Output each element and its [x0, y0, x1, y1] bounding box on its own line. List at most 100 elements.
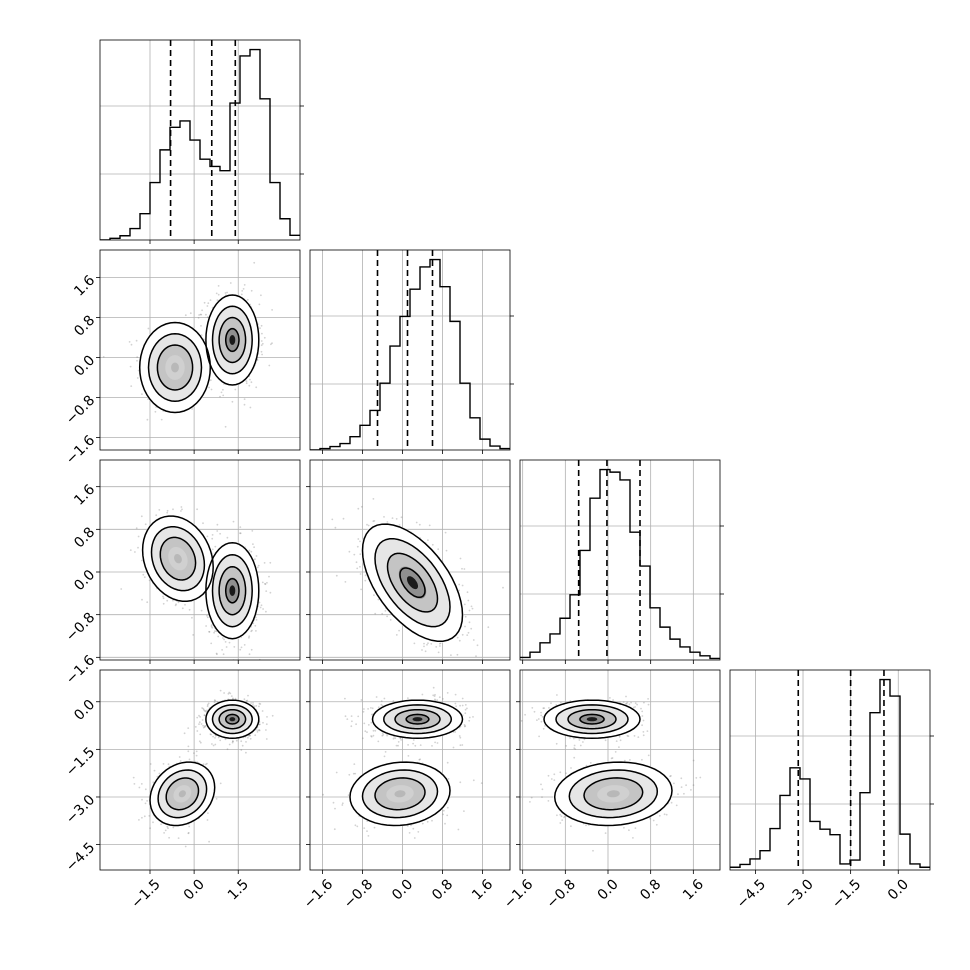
histogram-bin — [400, 316, 410, 450]
sample-point — [132, 776, 135, 779]
sample-point — [253, 261, 256, 264]
sample-point — [456, 636, 459, 639]
sample-point — [367, 708, 369, 710]
sample-point — [149, 827, 152, 830]
contour-line — [361, 523, 464, 642]
y-tick-label: 1.6 — [71, 272, 98, 299]
sample-point — [177, 601, 180, 604]
x-tick-label: −1.5 — [829, 876, 864, 911]
sample-point — [412, 742, 414, 745]
sample-point — [428, 524, 431, 527]
sample-point — [424, 650, 427, 653]
contour-lines — [149, 699, 260, 827]
sample-point — [391, 517, 394, 519]
histogram-bin — [690, 652, 700, 660]
sample-point — [203, 714, 206, 716]
histogram-bin — [270, 183, 280, 240]
sample-point — [266, 716, 268, 718]
sample-point — [249, 734, 251, 737]
sample-point — [128, 341, 131, 343]
sample-point — [261, 353, 263, 356]
sample-point — [198, 714, 200, 717]
sample-point — [187, 745, 190, 748]
sample-point — [263, 336, 266, 339]
sample-point — [406, 825, 409, 827]
sample-point — [436, 699, 439, 701]
sample-point — [166, 511, 169, 514]
sample-point — [386, 615, 388, 618]
sample-point — [245, 382, 248, 385]
sample-point — [196, 508, 199, 511]
sample-point — [452, 746, 455, 749]
sample-point — [187, 832, 190, 834]
sample-point — [247, 694, 249, 697]
sample-point — [246, 699, 249, 702]
sample-point — [384, 610, 387, 612]
sample-point — [149, 763, 152, 765]
sample-point — [211, 626, 214, 629]
sample-point — [372, 520, 375, 523]
sample-point — [259, 327, 261, 330]
sample-point — [223, 638, 226, 641]
panel-frame — [309, 459, 511, 661]
sample-point — [353, 763, 356, 765]
sample-point — [204, 725, 207, 727]
sample-point — [467, 631, 470, 634]
sample-point — [250, 702, 253, 704]
histogram-bin — [450, 321, 460, 450]
histogram-bin — [590, 498, 600, 660]
sample-point — [241, 744, 244, 747]
contour-line — [149, 761, 216, 827]
sample-point — [203, 726, 206, 728]
sample-point — [248, 635, 251, 638]
sample-point — [200, 325, 202, 327]
sample-point — [206, 614, 208, 617]
sample-point — [463, 568, 466, 570]
density-level — [229, 335, 236, 345]
sample-point — [446, 806, 449, 809]
sample-point — [234, 388, 237, 391]
sample-point — [446, 814, 449, 817]
sample-point — [243, 284, 246, 286]
sample-point — [384, 751, 387, 753]
sample-point — [158, 509, 161, 511]
histogram-bin — [370, 410, 380, 450]
sample-point — [260, 294, 262, 297]
sample-point — [372, 734, 375, 737]
sample-point — [434, 693, 436, 696]
histogram-step-line — [310, 258, 510, 450]
sample-point — [366, 830, 368, 832]
sample-point — [373, 826, 376, 829]
sample-point — [270, 343, 272, 346]
histogram-bin — [840, 864, 850, 870]
sample-point — [410, 824, 412, 827]
sample-point — [442, 809, 445, 812]
histogram-bin — [830, 835, 840, 870]
sample-point — [202, 707, 205, 710]
sample-point — [168, 836, 171, 839]
histogram-bin — [800, 779, 810, 870]
sample-point — [475, 655, 477, 657]
sample-point — [258, 702, 261, 705]
sample-point — [261, 342, 264, 345]
sample-point — [224, 425, 227, 428]
sample-point — [199, 313, 202, 316]
sample-point — [261, 581, 264, 584]
sample-point — [211, 537, 214, 540]
sample-point — [253, 546, 256, 549]
sample-point — [201, 719, 204, 721]
histogram-panel-3: −4.5 −3.0 −1.5 0.0 — [729, 669, 934, 912]
sample-point — [184, 603, 186, 606]
sample-point — [141, 598, 143, 601]
sample-point — [423, 645, 425, 648]
panel-frame — [99, 39, 301, 241]
sample-point — [226, 536, 229, 539]
sample-point — [202, 726, 205, 729]
y-tick-label: 0.0 — [71, 697, 98, 724]
contour-line — [138, 321, 212, 414]
histogram-bin — [260, 99, 270, 240]
sample-point — [461, 567, 463, 570]
sample-point — [260, 350, 263, 353]
sample-point — [146, 800, 149, 802]
